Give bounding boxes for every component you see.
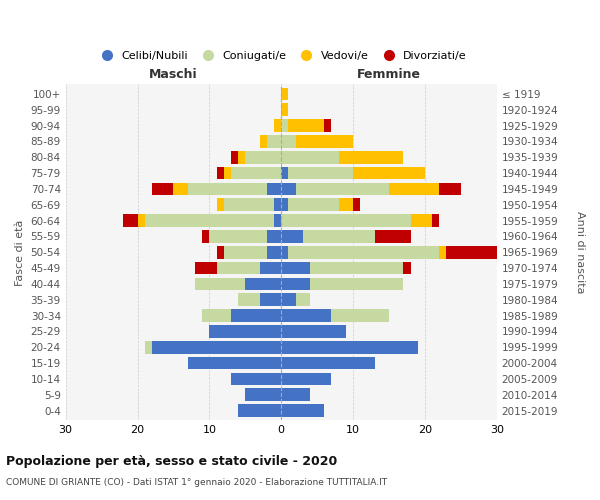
Bar [281, 88, 289, 101]
Bar [281, 246, 289, 258]
Bar [281, 325, 346, 338]
Text: Maschi: Maschi [149, 68, 198, 80]
Bar [338, 151, 403, 164]
Bar [231, 372, 281, 386]
Bar [152, 182, 173, 196]
Bar [188, 357, 281, 370]
Y-axis label: Anni di nascita: Anni di nascita [575, 211, 585, 294]
Bar [432, 214, 439, 227]
Bar [389, 182, 439, 196]
Bar [331, 310, 389, 322]
Bar [281, 404, 325, 417]
Bar [267, 135, 281, 148]
Bar [281, 310, 331, 322]
Bar [137, 214, 145, 227]
Bar [289, 198, 338, 211]
Bar [267, 230, 281, 243]
Bar [173, 182, 188, 196]
Bar [296, 294, 310, 306]
Bar [403, 262, 410, 274]
Bar [281, 104, 289, 116]
Bar [245, 388, 281, 401]
Bar [281, 198, 289, 211]
Bar [281, 278, 310, 290]
Bar [231, 310, 281, 322]
Bar [238, 404, 281, 417]
Bar [152, 341, 281, 353]
Bar [281, 294, 296, 306]
Bar [281, 388, 310, 401]
Text: COMUNE DI GRIANTE (CO) - Dati ISTAT 1° gennaio 2020 - Elaborazione TUTTITALIA.IT: COMUNE DI GRIANTE (CO) - Dati ISTAT 1° g… [6, 478, 387, 487]
Bar [231, 151, 238, 164]
Bar [281, 151, 338, 164]
Bar [245, 151, 281, 164]
Bar [281, 182, 296, 196]
Bar [296, 182, 389, 196]
Bar [217, 198, 224, 211]
Bar [209, 230, 267, 243]
Bar [260, 135, 267, 148]
Bar [274, 214, 281, 227]
Bar [439, 182, 461, 196]
Bar [374, 230, 410, 243]
Bar [245, 278, 281, 290]
Bar [145, 214, 274, 227]
Bar [188, 182, 267, 196]
Bar [439, 246, 446, 258]
Bar [260, 294, 281, 306]
Bar [224, 167, 231, 179]
Bar [325, 120, 331, 132]
Bar [281, 230, 303, 243]
Bar [338, 198, 353, 211]
Text: Femmine: Femmine [357, 68, 421, 80]
Bar [217, 246, 224, 258]
Legend: Celibi/Nubili, Coniugati/e, Vedovi/e, Divorziati/e: Celibi/Nubili, Coniugati/e, Vedovi/e, Di… [91, 46, 471, 66]
Bar [281, 214, 410, 227]
Bar [281, 372, 331, 386]
Bar [281, 120, 289, 132]
Bar [281, 357, 374, 370]
Bar [353, 198, 360, 211]
Bar [281, 167, 289, 179]
Bar [123, 214, 137, 227]
Bar [303, 230, 374, 243]
Bar [267, 246, 281, 258]
Bar [238, 294, 260, 306]
Bar [274, 120, 281, 132]
Bar [310, 262, 403, 274]
Y-axis label: Fasce di età: Fasce di età [15, 219, 25, 286]
Bar [353, 167, 425, 179]
Bar [195, 262, 217, 274]
Bar [238, 151, 245, 164]
Bar [260, 262, 281, 274]
Bar [310, 278, 403, 290]
Bar [446, 246, 497, 258]
Bar [217, 167, 224, 179]
Bar [224, 198, 274, 211]
Bar [202, 230, 209, 243]
Bar [281, 341, 418, 353]
Bar [195, 278, 245, 290]
Bar [281, 262, 310, 274]
Bar [267, 182, 281, 196]
Bar [410, 214, 432, 227]
Bar [281, 135, 296, 148]
Bar [289, 167, 353, 179]
Bar [289, 120, 325, 132]
Text: Popolazione per età, sesso e stato civile - 2020: Popolazione per età, sesso e stato civil… [6, 455, 337, 468]
Bar [296, 135, 353, 148]
Bar [202, 310, 231, 322]
Bar [274, 198, 281, 211]
Bar [209, 325, 281, 338]
Bar [217, 262, 260, 274]
Bar [289, 246, 439, 258]
Bar [224, 246, 267, 258]
Bar [231, 167, 281, 179]
Bar [145, 341, 152, 353]
